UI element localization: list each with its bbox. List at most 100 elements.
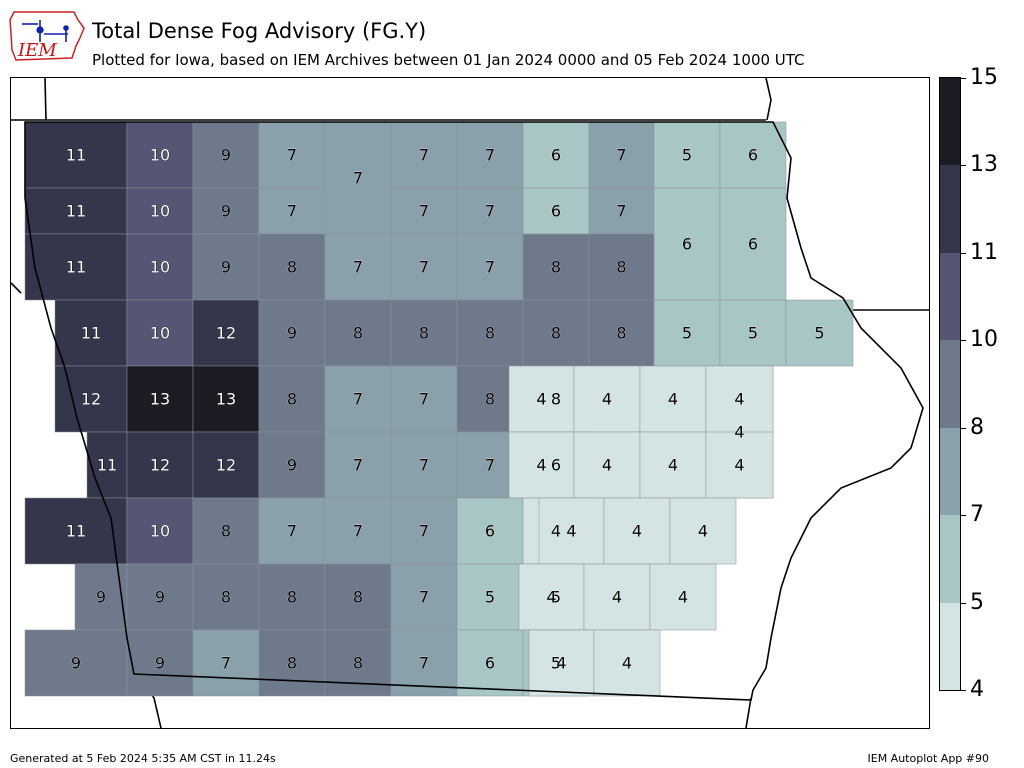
county-value-label: 7 [221,654,231,673]
county-value-label: 10 [150,324,170,343]
colorbar-segment [940,252,960,341]
county-cell [719,187,787,301]
county-value-label: 4 [602,456,612,475]
county-value-label: 4 [566,522,576,541]
nebraska-border [11,282,22,294]
county-cell [324,121,392,235]
county-cell [588,121,655,189]
county-cell [573,365,641,433]
county-value-label: 8 [353,588,363,607]
county-cell [719,299,787,367]
county-value-label: 5 [551,588,561,607]
colorbar-tick-label: 13 [970,152,998,178]
county-value-label: 10 [150,522,170,541]
county-cell [653,299,721,367]
county-value-label: 6 [551,146,561,165]
county-value-label: 7 [419,588,429,607]
county-cell [522,233,590,301]
county-value-label: 4 [668,390,678,409]
county-cell [192,431,260,499]
county-value-label: 10 [150,146,170,165]
county-value-label: 4 [546,588,556,607]
county-cell [588,187,655,235]
county-value-label: 8 [287,390,297,409]
county-cells [24,121,854,697]
county-value-label: 7 [419,258,429,277]
county-value-label: 7 [419,456,429,475]
county-cell [785,299,854,367]
colorbar-tick-label: 7 [970,502,984,528]
county-value-label: 9 [71,654,81,673]
county-cell [653,121,721,189]
county-value-label: 7 [485,456,495,475]
county-value-label: 6 [551,456,561,475]
county-value-label: 8 [221,588,231,607]
county-cell [588,233,655,301]
county-cell [705,431,774,499]
county-value-label: 11 [97,456,117,475]
county-value-label: 5 [682,146,692,165]
county-cell [192,365,260,433]
county-cell [390,187,458,235]
county-cell [324,431,392,499]
county-value-label: 4 [551,522,561,541]
county-value-label: 12 [81,390,101,409]
county-value-label: 4 [734,456,744,475]
county-value-label: 5 [748,324,758,343]
county-value-label: 7 [419,390,429,409]
county-value-label: 4 [536,390,546,409]
county-value-label: 4 [602,390,612,409]
colorbar-tick [961,252,966,254]
county-value-label: 7 [419,146,429,165]
county-value-label: 6 [748,235,758,254]
county-cell [192,121,260,189]
county-value-label: 12 [216,456,236,475]
colorbar-tick [961,165,966,167]
county-cell [126,431,194,499]
county-value-label: 10 [150,258,170,277]
county-cell [588,299,655,367]
county-value-label: 11 [66,258,86,277]
county-value-label: 4 [698,522,708,541]
colorbar-segment [940,340,960,428]
colorbar-segment [940,427,960,516]
county-value-label: 4 [678,588,688,607]
colorbar [939,77,961,691]
county-value-label: 7 [616,202,626,221]
app-note: IEM Autoplot App #90 [867,752,990,765]
county-value-label: 9 [221,258,231,277]
missouri-east-border [745,697,752,728]
county-value-label: 9 [96,588,106,607]
county-cell [639,365,707,433]
county-value-label: 8 [616,324,626,343]
county-cell [528,629,595,697]
county-value-label: 6 [748,146,758,165]
colorbar-segment [940,602,960,690]
county-value-label: 12 [216,324,236,343]
sd-border [44,78,47,121]
county-cell [456,187,524,235]
colorbar-segment [940,78,960,166]
county-value-label: 7 [353,456,363,475]
county-value-label: 7 [485,146,495,165]
county-cell [719,121,787,189]
county-value-label: 8 [287,258,297,277]
county-value-label: 7 [287,146,297,165]
county-cell [669,497,737,565]
county-value-label: 6 [485,654,495,673]
logo-text: IEM [17,40,57,61]
county-value-label: 7 [353,390,363,409]
county-value-label: 8 [287,588,297,607]
county-value-label: 10 [150,202,170,221]
county-value-label: 8 [353,654,363,673]
county-value-label: 9 [221,146,231,165]
county-value-label: 5 [682,324,692,343]
county-cell [324,563,392,631]
county-cell [126,497,194,565]
county-value-label: 6 [551,202,561,221]
county-cell [653,187,721,301]
county-cell [522,299,590,367]
county-value-label: 9 [287,324,297,343]
county-cell [538,497,605,565]
county-cell [258,121,326,189]
